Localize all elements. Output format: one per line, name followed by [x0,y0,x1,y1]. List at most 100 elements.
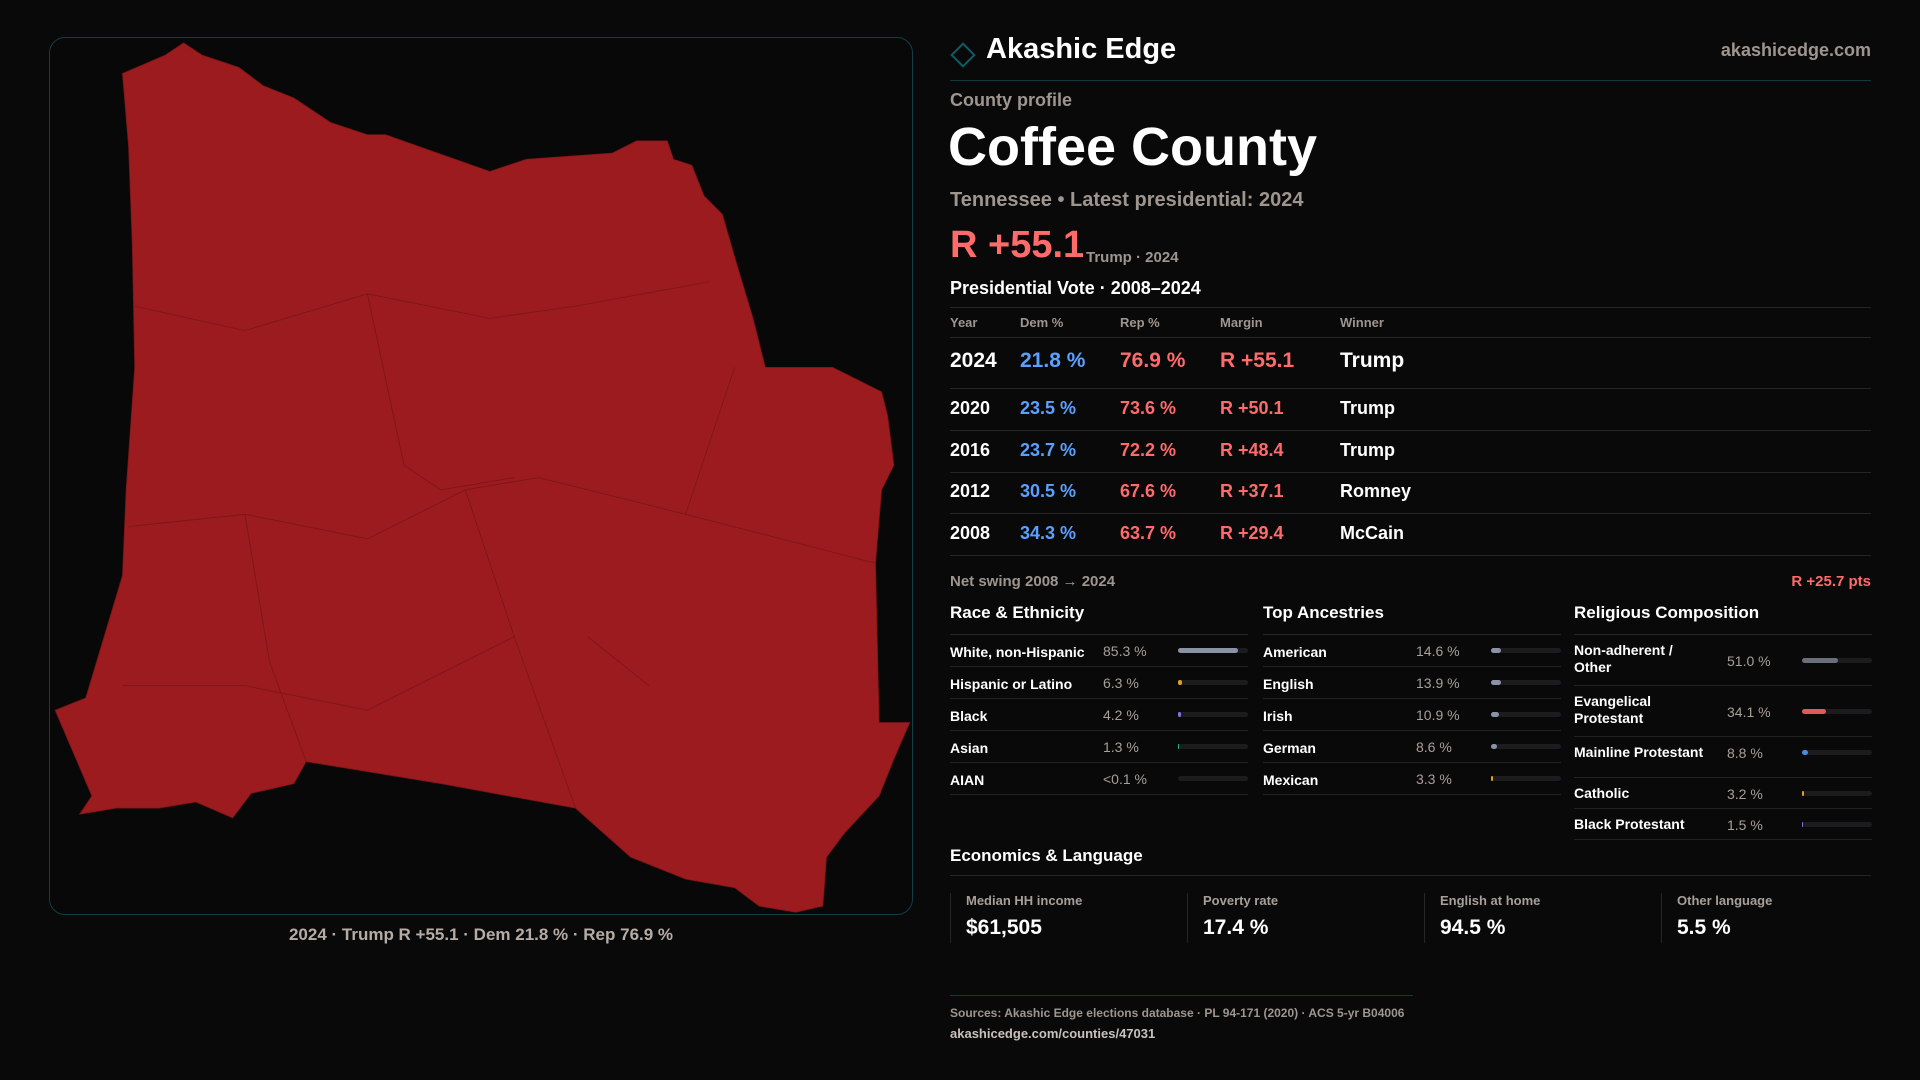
stat-card: Other language 5.5 % [1661,893,1898,943]
item-bar-fill [1491,712,1499,717]
cell-year: 2020 [950,398,991,418]
county-url[interactable]: akashicedge.com/counties/47031 [950,1026,1156,1041]
cell-margin: R +37.1 [1220,481,1284,501]
item-label: Black Protestant [1574,816,1685,832]
item-bar-fill [1491,776,1494,781]
religion-panel: Religious Composition Non-adherent / Othe… [1574,603,1872,840]
item-bar [1178,776,1248,781]
item-label: Mexican [1263,772,1319,788]
vote-section-title: Presidential Vote · 2008–2024 [950,278,1201,298]
diamond-logo-icon [950,42,976,68]
item-value: 10.9 % [1416,707,1460,723]
list-item: AIAN <0.1 % [950,763,1248,795]
stat-value: 94.5 % [1440,916,1506,939]
item-bar-fill [1802,709,1826,714]
cell-margin: R +55.1 [1220,349,1295,372]
item-value: 3.2 % [1727,786,1763,802]
cell-winner: McCain [1340,523,1405,543]
ancestry-panel: Top Ancestries American 14.6 % English 13.9 … [1263,603,1561,795]
item-bar-fill [1178,648,1238,653]
col-dem: Dem % [1020,315,1064,330]
item-bar [1491,712,1561,717]
precinct-lines [122,281,876,809]
stat-card: Poverty rate 17.4 % [1187,893,1424,943]
item-bar-fill [1491,744,1498,749]
item-bar-fill [1178,680,1183,685]
item-bar [1178,680,1248,685]
cell-year: 2024 [950,349,997,372]
item-label: German [1263,740,1316,756]
cell-dem: 23.7 % [1020,440,1077,460]
list-item: Mexican 3.3 % [1263,763,1561,795]
page-title: Coffee County [948,117,1317,177]
item-label: American [1263,644,1327,660]
item-label: Mainline Protestant [1574,744,1704,760]
item-bar [1802,709,1872,714]
cell-year: 2012 [950,481,991,501]
item-label: AIAN [950,772,985,788]
stat-value: $61,505 [966,916,1042,939]
col-rep: Rep % [1120,315,1160,330]
sources: Sources: Akashic Edge elections database… [950,1006,1405,1020]
item-bar-fill [1491,648,1502,653]
list-item: Mainline Protestant 8.8 % [1574,737,1872,778]
cell-year: 2016 [950,440,991,460]
item-bar-fill [1491,680,1501,685]
stat-card: Median HH income $61,505 [950,893,1187,943]
stat-card: English at home 94.5 % [1424,893,1661,943]
item-label: White, non-Hispanic [950,644,1085,660]
stat-value: 5.5 % [1677,916,1731,939]
margin-note: Trump · 2024 [1086,249,1179,266]
item-value: 1.5 % [1727,817,1763,833]
race-panel: Race & Ethnicity White, non-Hispanic 85.3 … [950,603,1248,795]
site-link[interactable]: akashicedge.com [1720,40,1871,60]
item-bar-fill [1802,791,1805,796]
cell-rep: 72.2 % [1120,440,1177,460]
item-label: Irish [1263,708,1293,724]
item-value: <0.1 % [1103,771,1147,787]
col-year: Year [950,315,978,330]
item-label: English [1263,676,1314,692]
item-value: 1.3 % [1103,739,1139,755]
cell-winner: Romney [1340,481,1412,501]
stat-label: Other language [1677,893,1773,908]
map-caption: 2024 · Trump R +55.1 · Dem 21.8 % · Rep … [288,925,674,944]
item-value: 85.3 % [1103,643,1147,659]
col-winner: Winner [1340,315,1384,330]
list-item: English 13.9 % [1263,667,1561,699]
item-bar [1802,822,1872,827]
item-bar-fill [1802,658,1838,663]
list-item: White, non-Hispanic 85.3 % [950,635,1248,667]
list-item: Irish 10.9 % [1263,699,1561,731]
item-label: Black [950,708,988,724]
subtitle: Tennessee • Latest presidential: 2024 [950,189,1304,211]
county-shape[interactable] [54,42,911,913]
eyebrow: County profile [950,90,1072,110]
item-bar [1491,776,1561,781]
item-value: 4.2 % [1103,707,1139,723]
list-item: Non-adherent / Other 51.0 % [1574,635,1872,686]
item-bar [1802,791,1872,796]
item-value: 8.6 % [1416,739,1452,755]
list-item: Catholic 3.2 % [1574,778,1872,809]
net-swing-value: R +25.7 pts [1791,573,1871,590]
item-bar-fill [1802,750,1809,755]
item-value: 6.3 % [1103,675,1139,691]
list-item: Asian 1.3 % [950,731,1248,763]
item-bar [1178,744,1248,749]
stat-label: English at home [1440,893,1541,908]
cell-margin: R +50.1 [1220,398,1284,418]
col-margin: Margin [1220,315,1263,330]
race-title: Race & Ethnicity [950,603,1248,635]
cell-rep: 76.9 % [1120,349,1186,372]
item-value: 13.9 % [1416,675,1460,691]
item-bar [1178,648,1248,653]
cell-winner: Trump [1340,398,1396,418]
list-item: German 8.6 % [1263,731,1561,763]
stat-label: Median HH income [966,893,1083,908]
item-bar [1802,750,1872,755]
item-label: Catholic [1574,785,1630,801]
item-value: 14.6 % [1416,643,1460,659]
religion-title: Religious Composition [1574,603,1872,635]
item-bar-fill [1178,712,1181,717]
